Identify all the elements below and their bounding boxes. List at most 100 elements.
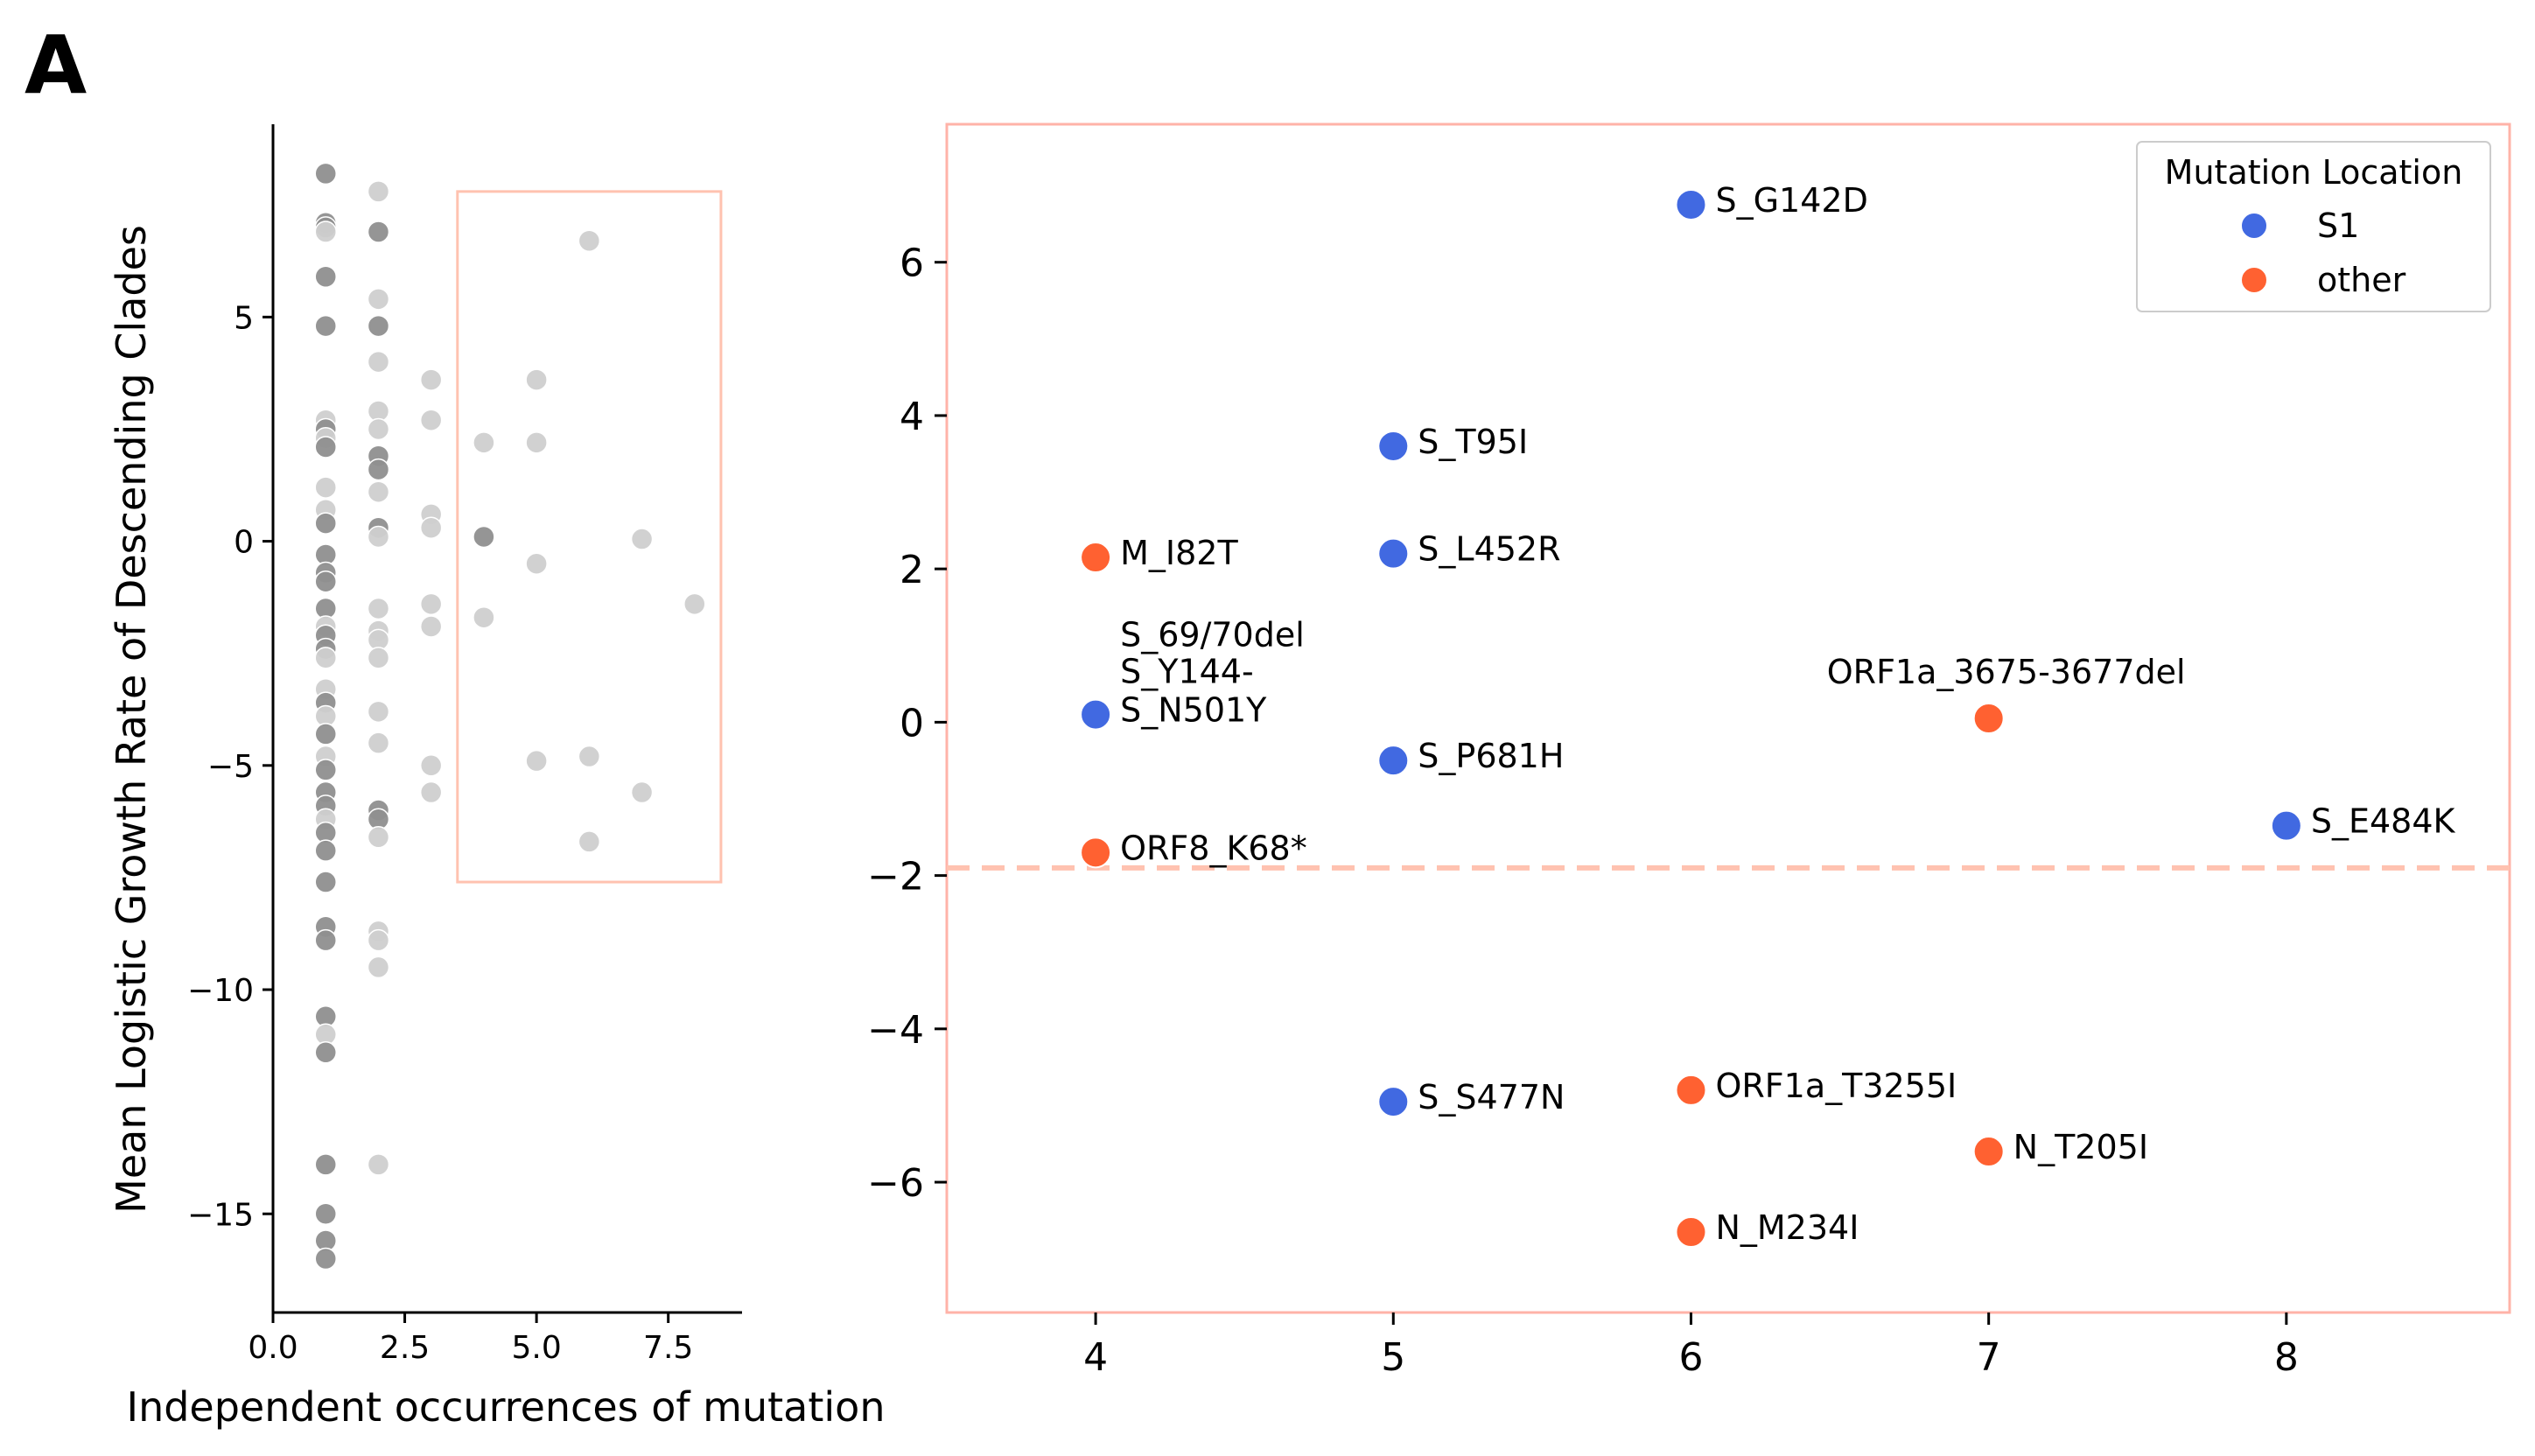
- point-label: M_I82T: [1120, 534, 1238, 572]
- left-point: [314, 1202, 337, 1226]
- right-point: [1377, 537, 1410, 570]
- left-point: [419, 780, 443, 804]
- left-point: [578, 830, 601, 853]
- point-label: S_E484K: [2311, 802, 2456, 841]
- legend-marker: [2240, 266, 2268, 294]
- left-x-tick-label: 7.5: [643, 1330, 693, 1366]
- point-label: S_S477N: [1418, 1078, 1565, 1116]
- right-point: [1675, 1074, 1707, 1106]
- left-point: [367, 597, 390, 620]
- left-point: [314, 570, 337, 593]
- right-y-tick-label: −6: [867, 1161, 924, 1206]
- left-point: [578, 229, 601, 252]
- left-point: [525, 368, 548, 391]
- left-points: [314, 162, 706, 1270]
- right-point: [1080, 542, 1112, 574]
- left-point: [314, 1247, 337, 1270]
- left-point: [473, 525, 495, 549]
- left-point: [314, 723, 337, 746]
- left-scatter-plot: 0.0 2.5 5.0 7.5 5 0 −5 −10 −15 Independent occur…: [108, 124, 885, 1431]
- legend-label: other: [2317, 261, 2406, 299]
- point-label: S_G142D: [1715, 181, 1867, 220]
- left-point: [473, 606, 495, 629]
- left-point: [314, 314, 337, 338]
- left-point: [578, 745, 601, 768]
- right-point: [1675, 188, 1707, 220]
- left-point: [367, 350, 390, 374]
- left-point: [419, 368, 443, 391]
- left-y-tick-label: 5: [234, 300, 254, 336]
- left-point: [367, 928, 390, 952]
- left-point: [367, 647, 390, 669]
- panel-label: A: [25, 18, 87, 112]
- left-ticks: 0.0 2.5 5.0 7.5 5 0 −5 −10 −15: [187, 300, 693, 1366]
- right-x-tick-label: 6: [1678, 1335, 1703, 1380]
- left-x-tick-label: 0.0: [248, 1330, 298, 1366]
- left-point: [314, 220, 337, 243]
- left-x-tick-label: 5.0: [511, 1330, 561, 1366]
- left-point: [314, 1153, 337, 1176]
- legend-entries: S1 other: [2240, 206, 2406, 299]
- left-point: [525, 749, 548, 773]
- right-point: [1972, 703, 2005, 734]
- right-point-labels: S_G142D S_T95I S_L452R M_I82T S_N501Y S_P681H…: [1120, 181, 2455, 1247]
- point-label: S_69/70del: [1120, 616, 1305, 654]
- left-point: [314, 839, 337, 862]
- left-point: [367, 458, 390, 481]
- legend-box: [2136, 141, 2491, 312]
- right-point: [1377, 1086, 1410, 1118]
- left-point: [419, 409, 443, 431]
- left-point: [314, 647, 337, 669]
- left-point: [419, 516, 443, 539]
- left-point: [473, 431, 495, 454]
- point-label: ORF1a_T3255I: [1715, 1067, 1957, 1105]
- highlight-box: [456, 190, 723, 884]
- left-point: [314, 436, 337, 458]
- right-y-tick-label: 6: [900, 242, 924, 286]
- right-y-tick-label: 0: [900, 701, 924, 746]
- right-ticks: 4 5 6 7 8 6 4 2 0 −2 −4 −6: [867, 242, 2299, 1380]
- right-point: [1080, 836, 1112, 869]
- left-point: [630, 528, 654, 550]
- left-point: [314, 928, 337, 952]
- left-point: [630, 780, 654, 804]
- right-point: [1972, 1136, 2005, 1168]
- left-point: [419, 615, 443, 638]
- right-y-tick-label: 4: [900, 395, 924, 439]
- left-x-axis-label: Independent occurrences of mutation: [127, 1383, 886, 1431]
- right-x-tick-label: 8: [2274, 1335, 2299, 1380]
- point-label: S_P681H: [1418, 737, 1564, 775]
- right-plot-frame: [945, 122, 2511, 1314]
- left-point: [367, 1153, 390, 1176]
- left-point: [367, 700, 390, 724]
- point-label: ORF8_K68*: [1120, 829, 1307, 867]
- left-point: [314, 265, 337, 288]
- legend-marker: [2240, 212, 2268, 240]
- right-scatter-plot: 4 5 6 7 8 6 4 2 0 −2 −4 −6 S_G142D S_T95I S_L452R M_I8…: [867, 122, 2511, 1380]
- left-point: [367, 417, 390, 441]
- legend-label: S1: [2317, 206, 2359, 245]
- left-point: [683, 592, 706, 616]
- right-x-tick-label: 4: [1083, 1335, 1108, 1380]
- left-point: [314, 759, 337, 781]
- left-point: [367, 180, 390, 203]
- left-point: [314, 476, 337, 499]
- legend-title: Mutation Location: [2165, 153, 2463, 192]
- right-y-tick-label: −2: [867, 855, 924, 900]
- left-point: [419, 754, 443, 777]
- right-point: [2270, 809, 2302, 842]
- left-point: [367, 732, 390, 754]
- right-point: [1377, 430, 1410, 462]
- left-point: [367, 525, 390, 549]
- left-point: [367, 956, 390, 979]
- left-x-tick-label: 2.5: [380, 1330, 430, 1366]
- left-point: [367, 826, 390, 849]
- right-x-tick-label: 5: [1381, 1335, 1405, 1380]
- left-y-axis-label: Mean Logistic Growth Rate of Descending …: [108, 225, 155, 1214]
- left-point: [367, 288, 390, 311]
- left-point: [419, 592, 443, 616]
- left-point: [367, 480, 390, 503]
- right-point: [1675, 1216, 1707, 1249]
- left-point: [367, 220, 390, 243]
